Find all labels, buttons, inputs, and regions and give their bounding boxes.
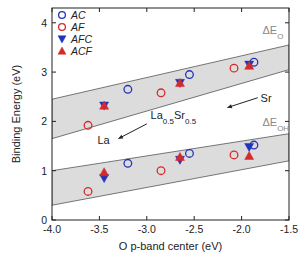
- chart: -4.0-3.5-3.0-2.5-2.0-1.501234O p-band ce…: [0, 0, 299, 255]
- y-tick: [285, 170, 289, 171]
- point: [157, 167, 165, 175]
- text-part: O: [277, 31, 283, 40]
- x-tick-label: -3.5: [90, 223, 108, 235]
- point: [245, 61, 254, 69]
- x-tick: [194, 8, 195, 12]
- point: [245, 151, 254, 159]
- y-tick: [52, 72, 56, 73]
- text-part: 0.5: [163, 116, 175, 125]
- y-axis-label: Binding Energy (eV): [10, 65, 22, 163]
- point: [157, 89, 165, 97]
- y-tick: [52, 220, 56, 221]
- arrow: [227, 98, 257, 108]
- arrow: [118, 124, 146, 139]
- legend: ACAFAFCACF: [58, 9, 93, 57]
- point: [84, 188, 92, 196]
- annotation: Sr: [261, 92, 272, 104]
- text-part: Sr: [174, 109, 185, 121]
- x-tick: [52, 8, 53, 12]
- y-tick: [285, 121, 289, 122]
- frame: [52, 8, 289, 220]
- x-tick-label: -3.0: [138, 223, 156, 235]
- y-tick: [52, 170, 56, 171]
- y-tick: [52, 121, 56, 122]
- y-tick-label: 0: [41, 214, 47, 226]
- x-axis-label: O p-band center (eV): [119, 240, 222, 252]
- arrow-head: [227, 104, 232, 108]
- x-tick: [99, 8, 100, 12]
- point: [124, 159, 132, 167]
- point: [230, 64, 238, 72]
- series-af: [84, 64, 238, 195]
- y-tick-label: 4: [41, 17, 47, 29]
- x-tick: [289, 8, 290, 12]
- point: [186, 150, 194, 158]
- text-part: ΔE: [262, 116, 277, 128]
- x-tick: [52, 216, 53, 220]
- band-label: ΔEOH: [262, 116, 289, 133]
- x-tick: [146, 216, 147, 220]
- legend-marker: [59, 24, 66, 31]
- point: [175, 152, 184, 160]
- point: [175, 78, 184, 86]
- legend-label: AC: [70, 9, 86, 21]
- plot-area: [52, 45, 289, 205]
- legend-marker: [59, 12, 66, 19]
- point: [124, 86, 132, 94]
- arrow-head: [118, 135, 123, 139]
- legend-marker: [58, 36, 66, 43]
- series-acf: [100, 61, 254, 176]
- text-part: OH: [277, 124, 289, 133]
- band: [52, 45, 289, 139]
- legend-label: AF: [70, 21, 85, 33]
- band: [52, 134, 289, 205]
- legend-label: ACF: [70, 45, 93, 57]
- y-tick: [52, 22, 56, 23]
- series-afc: [100, 61, 254, 182]
- annotation: La: [98, 134, 111, 146]
- text-part: Sr: [261, 92, 272, 104]
- point: [186, 71, 194, 79]
- y-tick-label: 3: [41, 66, 47, 78]
- point: [100, 102, 109, 110]
- point: [175, 79, 184, 87]
- y-tick-label: 1: [41, 165, 47, 177]
- x-tick: [241, 216, 242, 220]
- x-tick-label: -1.5: [280, 223, 298, 235]
- point: [100, 101, 109, 109]
- y-tick: [285, 72, 289, 73]
- annotation: La0.5Sr0.5: [151, 109, 197, 126]
- text-part: 0.5: [185, 116, 197, 125]
- legend-marker: [58, 47, 66, 54]
- x-tick: [194, 216, 195, 220]
- y-tick: [285, 22, 289, 23]
- point: [84, 122, 92, 130]
- legend-label: AFC: [70, 33, 92, 45]
- text-part: ΔE: [262, 24, 277, 36]
- x-tick: [289, 216, 290, 220]
- text-part: La: [98, 134, 111, 146]
- series-ac: [124, 58, 258, 167]
- x-tick: [99, 216, 100, 220]
- point: [100, 168, 109, 176]
- text-part: La: [151, 109, 164, 121]
- band-label: ΔEO: [262, 24, 283, 41]
- y-tick: [285, 220, 289, 221]
- x-tick-label: -2.0: [233, 223, 251, 235]
- x-tick: [241, 8, 242, 12]
- point: [245, 61, 254, 69]
- point: [245, 143, 254, 151]
- point: [230, 151, 238, 159]
- y-tick-label: 2: [41, 115, 47, 127]
- x-tick: [146, 8, 147, 12]
- x-tick-label: -2.5: [185, 223, 203, 235]
